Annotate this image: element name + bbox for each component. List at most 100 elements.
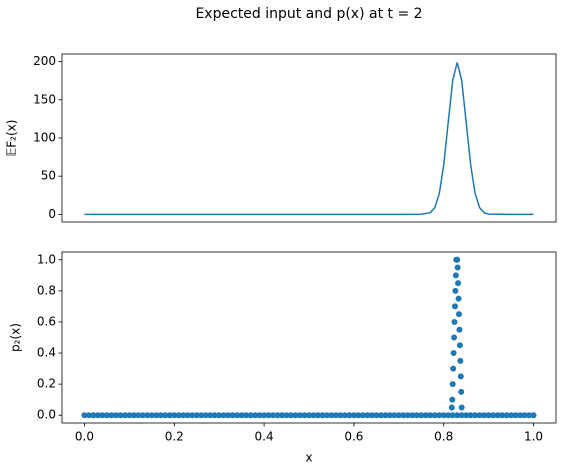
y-tick-label: 0.2: [37, 377, 56, 391]
point: [220, 412, 227, 419]
y-tick-label: 50: [41, 169, 56, 183]
point: [216, 412, 223, 419]
point: [112, 412, 119, 419]
point: [94, 412, 101, 419]
point: [292, 412, 299, 419]
point: [450, 350, 457, 357]
y-tick-label: 200: [33, 54, 56, 68]
x-tick-label: 0.4: [255, 430, 274, 444]
point: [457, 373, 464, 380]
point: [395, 412, 402, 419]
point: [456, 342, 463, 349]
point: [481, 412, 488, 419]
point: [166, 412, 173, 419]
point: [229, 412, 236, 419]
point: [323, 412, 330, 419]
line: [84, 62, 534, 216]
point: [247, 412, 254, 419]
point: [341, 412, 348, 419]
point: [413, 412, 420, 419]
point: [297, 412, 304, 419]
point: [452, 287, 459, 294]
point: [503, 412, 510, 419]
point: [306, 412, 312, 419]
point: [332, 412, 339, 419]
point: [279, 412, 286, 419]
y-axis-label: p₂(x): [9, 323, 23, 352]
x-tick-label: 0.0: [75, 430, 94, 444]
point: [81, 412, 88, 419]
point: [256, 412, 263, 419]
point: [455, 311, 462, 318]
x-axis-label: x: [305, 451, 312, 465]
point: [458, 404, 465, 411]
point: [301, 412, 308, 419]
point: [418, 412, 425, 419]
point: [490, 412, 497, 419]
point: [162, 412, 169, 419]
point: [472, 412, 479, 419]
point: [427, 412, 434, 419]
point: [382, 412, 389, 419]
point: [130, 412, 137, 419]
point: [126, 412, 133, 419]
point: [449, 396, 456, 403]
point: [359, 412, 366, 419]
point: [211, 412, 218, 419]
y-tick-label: 0.0: [37, 408, 56, 422]
y-tick-label: 0: [48, 207, 56, 221]
point: [530, 412, 537, 419]
point: [450, 365, 457, 372]
point: [288, 412, 295, 419]
point: [148, 412, 155, 419]
point: [400, 412, 407, 419]
point: [386, 412, 393, 419]
y-axis-label: 𝔼F₂(x): [5, 120, 19, 157]
point: [494, 412, 501, 419]
point: [431, 412, 438, 419]
point: [225, 412, 232, 419]
point: [180, 412, 187, 419]
x-tick-label: 0.2: [165, 430, 184, 444]
point: [189, 412, 196, 419]
point: [193, 412, 200, 419]
point: [457, 357, 464, 364]
point: [521, 412, 528, 419]
point: [404, 412, 411, 419]
point: [261, 412, 268, 419]
point: [265, 412, 272, 419]
point: [445, 412, 452, 419]
point: [139, 412, 146, 419]
point: [350, 412, 357, 419]
x-tick-label: 1.0: [524, 430, 543, 444]
point: [373, 412, 380, 419]
point: [456, 326, 463, 333]
point: [283, 412, 290, 419]
point: [448, 404, 455, 411]
point: [422, 412, 429, 419]
point: [451, 303, 458, 310]
point: [508, 412, 515, 419]
point: [391, 412, 398, 419]
point: [319, 412, 326, 419]
axes-frame: [61, 53, 557, 223]
point: [452, 272, 459, 279]
x-tick-label: 0.8: [434, 430, 453, 444]
point: [458, 412, 465, 419]
point: [108, 412, 115, 419]
point: [454, 264, 461, 271]
point: [328, 412, 335, 419]
point: [207, 412, 214, 419]
point: [455, 295, 462, 302]
point: [451, 318, 458, 325]
figure-title: Expected input and p(x) at t = 2: [195, 6, 422, 22]
point: [364, 412, 371, 419]
point: [171, 412, 178, 419]
point: [454, 412, 461, 419]
y-tick-label: 100: [33, 131, 56, 145]
point: [117, 412, 124, 419]
point: [310, 412, 317, 419]
point: [355, 412, 362, 419]
point: [184, 412, 191, 419]
y-tick-label: 1.0: [37, 252, 56, 266]
